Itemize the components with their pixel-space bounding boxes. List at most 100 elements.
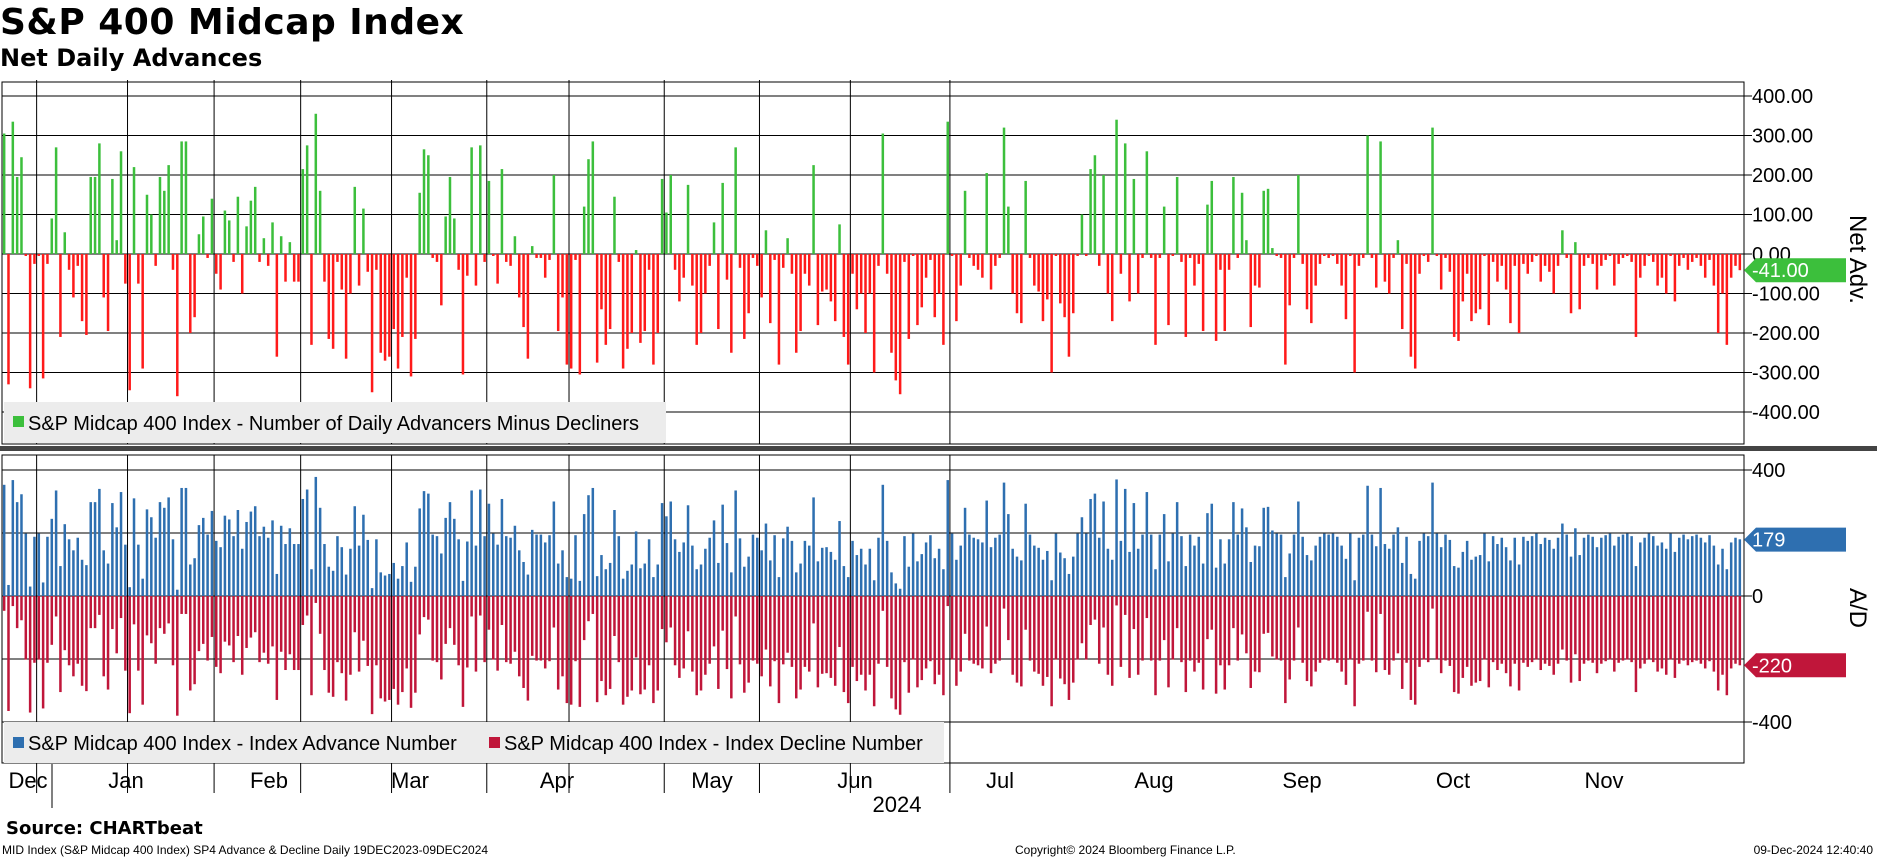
footer-series-info: MID Index (S&P Midcap 400 Index) SP4 Adv…: [2, 843, 489, 857]
decline-bar: [981, 596, 984, 669]
advance-bar: [1686, 539, 1690, 596]
net-advance-bar: [1106, 254, 1110, 294]
decline-bar: [1496, 596, 1499, 671]
net-advance-bar: [1080, 214, 1084, 254]
decline-bar: [15, 596, 19, 629]
net-advance-bar: [1690, 254, 1694, 262]
advance-bar: [937, 548, 941, 596]
advance-bar: [1327, 534, 1330, 596]
net-advance-bar: [193, 254, 196, 318]
net-advance-bar: [613, 196, 616, 254]
advance-bar: [1301, 536, 1304, 596]
advance-bar: [1478, 555, 1482, 596]
decline-bar: [85, 596, 88, 692]
advance-bar: [67, 539, 71, 596]
net-advance-bar: [275, 254, 279, 357]
decline-bar: [1543, 596, 1547, 664]
decline-bar: [236, 596, 240, 637]
advance-bar: [691, 545, 694, 596]
net-advance-bar: [903, 254, 906, 262]
decline-bar: [695, 596, 698, 696]
decline-bar: [405, 596, 408, 669]
net-advance-bar: [1240, 192, 1244, 254]
advance-bar: [1106, 548, 1110, 596]
decline-bar: [1362, 596, 1365, 661]
net-advance-bar: [937, 254, 941, 294]
advance-bar: [1457, 567, 1460, 596]
advance-bar: [24, 533, 28, 596]
decline-bar: [877, 596, 880, 664]
decline-bar: [569, 596, 573, 705]
advance-bar: [1136, 548, 1140, 596]
advance-bar: [353, 506, 357, 596]
top-plot-frame: [1, 81, 1745, 445]
decline-bar: [1232, 596, 1235, 629]
advance-bar: [141, 578, 144, 596]
net-advance-bar: [595, 254, 599, 363]
decline-bar: [392, 596, 395, 689]
decline-bar: [1258, 596, 1261, 673]
net-advance-bar: [258, 254, 261, 262]
advance-bar: [981, 542, 984, 596]
decline-bar: [937, 596, 941, 675]
decline-bar: [1110, 596, 1114, 686]
decline-bar: [1167, 596, 1170, 688]
advance-bar: [829, 551, 833, 596]
decline-bar: [258, 596, 261, 663]
advance-bar: [318, 507, 322, 596]
net-advance-bar: [46, 254, 49, 264]
net-advance-bar: [1452, 254, 1456, 337]
net-advance-bar: [872, 254, 876, 373]
advance-bar: [1703, 542, 1707, 596]
net-advance-bar: [790, 254, 794, 274]
decline-bar: [202, 596, 205, 644]
advance-bar: [782, 538, 785, 596]
advance-bar: [223, 515, 227, 596]
decline-bar: [773, 596, 776, 662]
decline-bar: [370, 596, 374, 715]
decline-bar: [747, 596, 750, 683]
decline-bar: [539, 596, 543, 661]
decline-bar: [1297, 596, 1300, 628]
advance-bar: [1240, 508, 1244, 596]
advance-bar: [548, 535, 551, 596]
decline-bar: [492, 596, 495, 660]
net-advance-bar: [375, 254, 378, 270]
advance-bar: [59, 566, 62, 596]
decline-bar: [189, 596, 192, 691]
advance-bar: [665, 516, 668, 596]
decline-bar: [1020, 596, 1023, 687]
advance-bar: [461, 580, 465, 596]
advance-bar: [1539, 544, 1542, 596]
net-advance-bar: [1007, 206, 1010, 254]
advance-bar: [717, 562, 720, 596]
decline-bar: [1595, 596, 1599, 674]
advance-bar: [1699, 537, 1703, 596]
decline-bar: [1236, 596, 1240, 661]
decline-bar: [1725, 596, 1729, 696]
net-advance-bar: [911, 254, 915, 256]
decline-bar: [526, 596, 530, 701]
net-advance-bar: [180, 141, 183, 254]
net-advance-bar: [158, 176, 162, 254]
bottom-legend-swatch-advance: [13, 737, 24, 748]
advance-bar: [305, 489, 309, 596]
net-advance-bar: [1223, 254, 1227, 332]
advance-bar: [457, 539, 460, 596]
decline-bar: [1084, 596, 1088, 660]
net-advance-bar: [617, 254, 621, 262]
net-advance-bar: [33, 254, 36, 264]
advance-bar: [1154, 569, 1157, 596]
decline-bar: [548, 596, 551, 662]
net-advance-bar: [111, 178, 114, 254]
net-advance-bar: [1145, 151, 1149, 254]
decline-bar: [1513, 596, 1517, 664]
advance-bar: [1292, 534, 1296, 596]
decline-bar: [712, 596, 716, 647]
decline-bar: [1279, 596, 1283, 661]
net-advance-bar: [794, 254, 798, 353]
net-advance-bar: [634, 250, 638, 254]
decline-bar: [50, 596, 54, 645]
advance-decline-panel: 400 0 -400 179 -220 A/D S&P Midcap 400 Index -…: [1, 454, 1871, 793]
last-decline-tag-bg: [1744, 653, 1846, 678]
